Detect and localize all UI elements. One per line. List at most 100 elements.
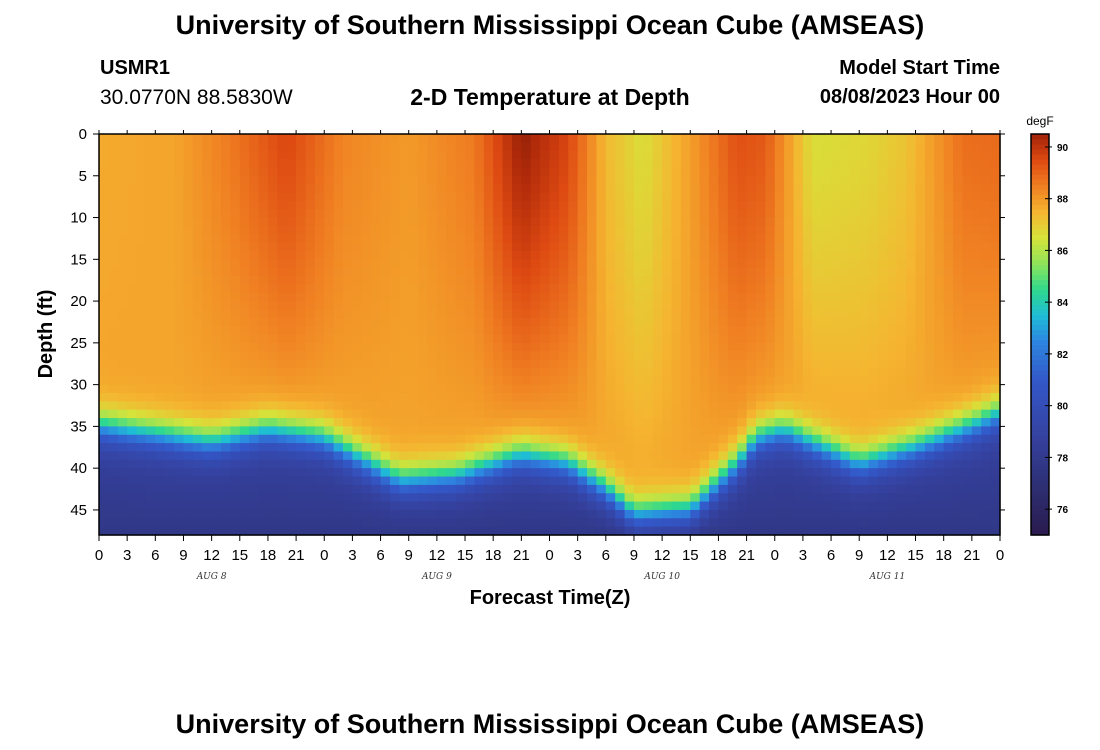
heatmap-cell xyxy=(99,184,109,194)
heatmap-cell xyxy=(934,234,945,244)
heatmap-cell xyxy=(540,225,551,235)
heatmap-cell xyxy=(164,242,175,252)
heatmap-cell xyxy=(802,284,813,294)
heatmap-cell xyxy=(868,142,879,152)
heatmap-cell xyxy=(211,426,222,436)
heatmap-cell xyxy=(286,284,297,294)
heatmap-cell xyxy=(127,376,138,386)
heatmap-cell xyxy=(389,192,400,202)
heatmap-cell xyxy=(652,509,663,519)
heatmap-cell xyxy=(615,200,626,210)
heatmap-cell xyxy=(202,217,213,227)
heatmap-cell xyxy=(821,326,832,336)
x-tick-label: 6 xyxy=(151,547,159,564)
heatmap-cell xyxy=(737,326,748,336)
heatmap-cell xyxy=(971,217,982,227)
heatmap-cell xyxy=(727,175,738,185)
heatmap-cell xyxy=(164,468,175,478)
heatmap-cell xyxy=(521,134,532,143)
heatmap-cell xyxy=(924,317,935,327)
heatmap-cell xyxy=(286,267,297,277)
heatmap-cell xyxy=(981,150,992,160)
heatmap-cell xyxy=(324,167,335,177)
heatmap-cell xyxy=(249,376,260,386)
heatmap-cell xyxy=(549,284,560,294)
heatmap-cell xyxy=(502,409,513,419)
heatmap-cell xyxy=(868,301,879,311)
heatmap-cell xyxy=(258,484,269,494)
heatmap-cell xyxy=(671,159,682,169)
heatmap-cell xyxy=(699,434,710,444)
heatmap-cell xyxy=(558,359,569,369)
heatmap-cell xyxy=(943,401,954,411)
colorbar-segment xyxy=(1031,274,1049,280)
heatmap-cell xyxy=(314,351,325,361)
heatmap-cell xyxy=(624,259,635,269)
heatmap-cell xyxy=(896,351,907,361)
heatmap-cell xyxy=(643,334,654,344)
heatmap-cell xyxy=(296,443,307,453)
heatmap-cell xyxy=(831,367,842,377)
heatmap-cell xyxy=(652,167,663,177)
heatmap-cell xyxy=(202,259,213,269)
heatmap-cell xyxy=(314,434,325,444)
heatmap-cell xyxy=(821,192,832,202)
heatmap-cell xyxy=(202,242,213,252)
heatmap-cell xyxy=(887,301,898,311)
heatmap-cell xyxy=(868,401,879,411)
heatmap-cell xyxy=(183,501,194,511)
heatmap-cell xyxy=(709,468,720,478)
heatmap-cell xyxy=(202,468,213,478)
heatmap-cell xyxy=(286,175,297,185)
heatmap-cell xyxy=(887,234,898,244)
heatmap-cell xyxy=(953,326,964,336)
heatmap-cell xyxy=(258,184,269,194)
heatmap-cell xyxy=(221,217,231,227)
heatmap-cell xyxy=(192,142,203,152)
heatmap-cell xyxy=(483,526,494,536)
heatmap-cell xyxy=(812,384,823,394)
heatmap-cell xyxy=(418,217,429,227)
heatmap-cell xyxy=(746,142,757,152)
heatmap-cell xyxy=(953,518,964,528)
heatmap-cell xyxy=(962,234,973,244)
heatmap-cell xyxy=(868,184,879,194)
heatmap-cell xyxy=(774,418,785,427)
heatmap-cell xyxy=(549,359,560,369)
heatmap-cell xyxy=(277,384,288,394)
heatmap-cell xyxy=(389,309,400,319)
heatmap-cell xyxy=(774,518,785,528)
heatmap-cell xyxy=(333,250,344,260)
heatmap-cell xyxy=(859,317,870,327)
heatmap-cell xyxy=(427,159,438,169)
heatmap-cell xyxy=(737,501,748,511)
heatmap-cell xyxy=(296,451,307,461)
heatmap-cell xyxy=(305,267,316,277)
heatmap-cell xyxy=(671,509,682,519)
heatmap-cell xyxy=(277,342,288,352)
heatmap-cell xyxy=(399,426,410,436)
heatmap-cell xyxy=(774,443,785,453)
heatmap-cell xyxy=(784,451,795,461)
heatmap-cell xyxy=(427,518,438,528)
heatmap-cell xyxy=(633,159,644,169)
heatmap-cell xyxy=(793,409,804,419)
heatmap-cell xyxy=(765,259,776,269)
heatmap-cell xyxy=(868,409,879,419)
heatmap-cell xyxy=(774,476,785,486)
heatmap-cell xyxy=(446,376,457,386)
heatmap-cell xyxy=(408,284,419,294)
heatmap-cell xyxy=(540,459,551,469)
heatmap-cell xyxy=(577,276,588,285)
heatmap-cell xyxy=(831,426,842,436)
heatmap-cell xyxy=(633,317,644,327)
heatmap-cell xyxy=(577,175,588,185)
heatmap-cell xyxy=(127,209,138,219)
heatmap-cell xyxy=(530,468,541,478)
heatmap-cell xyxy=(765,359,776,369)
heatmap-cell xyxy=(474,468,485,478)
heatmap-cell xyxy=(164,200,175,210)
heatmap-cell xyxy=(615,301,626,311)
heatmap-cell xyxy=(314,267,325,277)
heatmap-cell xyxy=(446,209,457,219)
